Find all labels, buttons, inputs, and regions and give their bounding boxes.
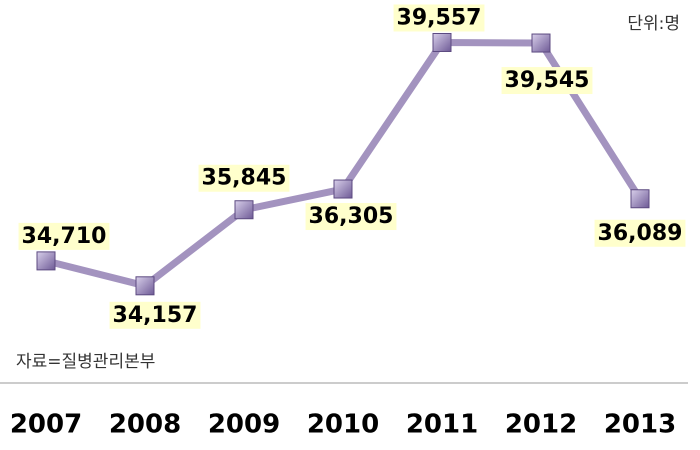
x-tick-label: 2007 (10, 410, 82, 440)
value-label-bg (393, 4, 485, 32)
marker (234, 200, 254, 220)
source-note: 자료=질병관리본부 (16, 352, 155, 372)
value-label: 35,845 (202, 166, 287, 191)
marker (333, 179, 353, 199)
x-tick-label: 2012 (505, 410, 577, 440)
value-label: 34,157 (113, 303, 198, 328)
x-tick-label: 2010 (307, 410, 379, 440)
unit-note: 단위:명 (627, 14, 680, 34)
value-label: 36,089 (598, 221, 683, 246)
value-label: 39,557 (397, 5, 482, 30)
value-label-bg (109, 301, 201, 329)
value-label: 34,710 (22, 224, 107, 249)
value-label-bg (594, 219, 686, 247)
value-label: 36,305 (309, 204, 394, 229)
value-label-bg (198, 164, 290, 192)
value-label: 39,545 (505, 68, 590, 93)
x-tick-label: 2008 (109, 410, 181, 440)
value-label-bg (305, 203, 397, 231)
x-tick-label: 2013 (604, 410, 676, 440)
marker (135, 276, 155, 296)
x-tick-label: 2011 (406, 410, 478, 440)
marker (531, 33, 551, 53)
x-tick-label: 2009 (208, 410, 280, 440)
marker (432, 32, 452, 52)
marker (630, 189, 650, 209)
value-label-bg (18, 222, 110, 250)
value-label-bg (501, 67, 593, 95)
marker (36, 251, 56, 271)
